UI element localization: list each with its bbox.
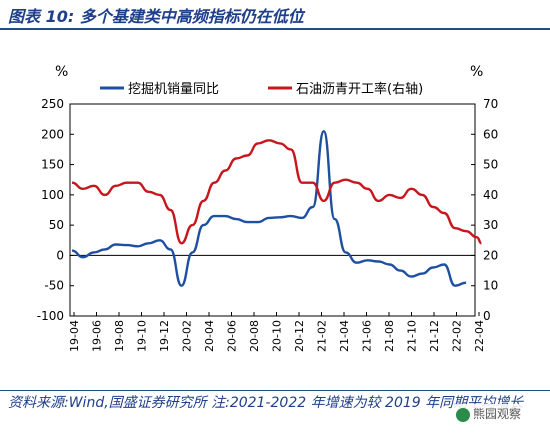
x-tick-label: 20-04 [203,320,216,352]
x-tick-label: 19-06 [91,320,104,352]
y-left-tick-label: -50 [44,279,64,293]
x-tick-label: 19-10 [136,320,149,352]
y-right-tick-label: 10 [483,279,498,293]
y-right-tick-label: 30 [483,218,498,232]
y-left-tick-label: 100 [41,188,64,202]
x-tick-label: 22-02 [451,320,464,352]
x-tick-label: 21-12 [428,320,441,352]
y-right-unit: % [470,64,483,80]
y-left-tick-label: 250 [41,97,64,111]
x-tick-label: 20-06 [226,320,239,352]
legend-label: 石油沥青开工率(右轴) [296,81,423,97]
x-tick-label: 21-02 [316,320,329,352]
y-left-tick-label: 200 [41,127,64,141]
title-bar: 图表 10: 多个基建类中高频指标仍在低位 [0,0,550,30]
x-tick-label: 21-10 [406,320,419,352]
y-left-tick-label: 50 [49,218,64,232]
y-left-tick-label: 150 [41,158,64,172]
y-left-tick-label: -100 [37,309,64,323]
figure-title: 图表 10: 多个基建类中高频指标仍在低位 [8,7,304,26]
y-right-tick-label: 20 [483,248,498,262]
x-tick-label: 20-08 [248,320,261,352]
x-tick-label: 19-08 [113,320,126,352]
legend-label: 挖掘机销量同比 [128,82,219,97]
plot-frame [69,103,476,317]
x-tick-label: 19-12 [158,320,171,352]
x-tick-label: 22-04 [473,320,486,352]
source-note: 资料来源:Wind,国盛证券研究所 注:2021-2022 年增速为较 2019… [8,395,524,411]
x-tick-label: 20-10 [271,320,284,352]
x-tick-label: 20-02 [181,320,194,352]
x-tick-label: 19-04 [68,320,81,352]
y-left-unit: % [55,64,68,80]
wechat-icon [456,407,470,422]
x-tick-label: 21-06 [361,320,374,352]
series-line-asphalt [71,139,482,245]
y-right-tick-label: 70 [483,97,498,111]
x-tick-label: 20-12 [293,320,306,352]
y-left-tick-label: 0 [56,248,64,262]
y-right-tick-label: 0 [483,309,491,323]
y-right-tick-label: 40 [483,188,498,202]
footer-divider [0,390,550,391]
y-right-tick-label: 60 [483,127,498,141]
watermark-label: 熊园观察 [473,407,522,421]
series-line-excavator [71,130,467,287]
watermark: 熊园观察 [452,404,526,423]
x-tick-label: 21-04 [338,320,351,352]
x-tick-label: 21-08 [383,320,396,352]
y-right-tick-label: 50 [483,158,498,172]
